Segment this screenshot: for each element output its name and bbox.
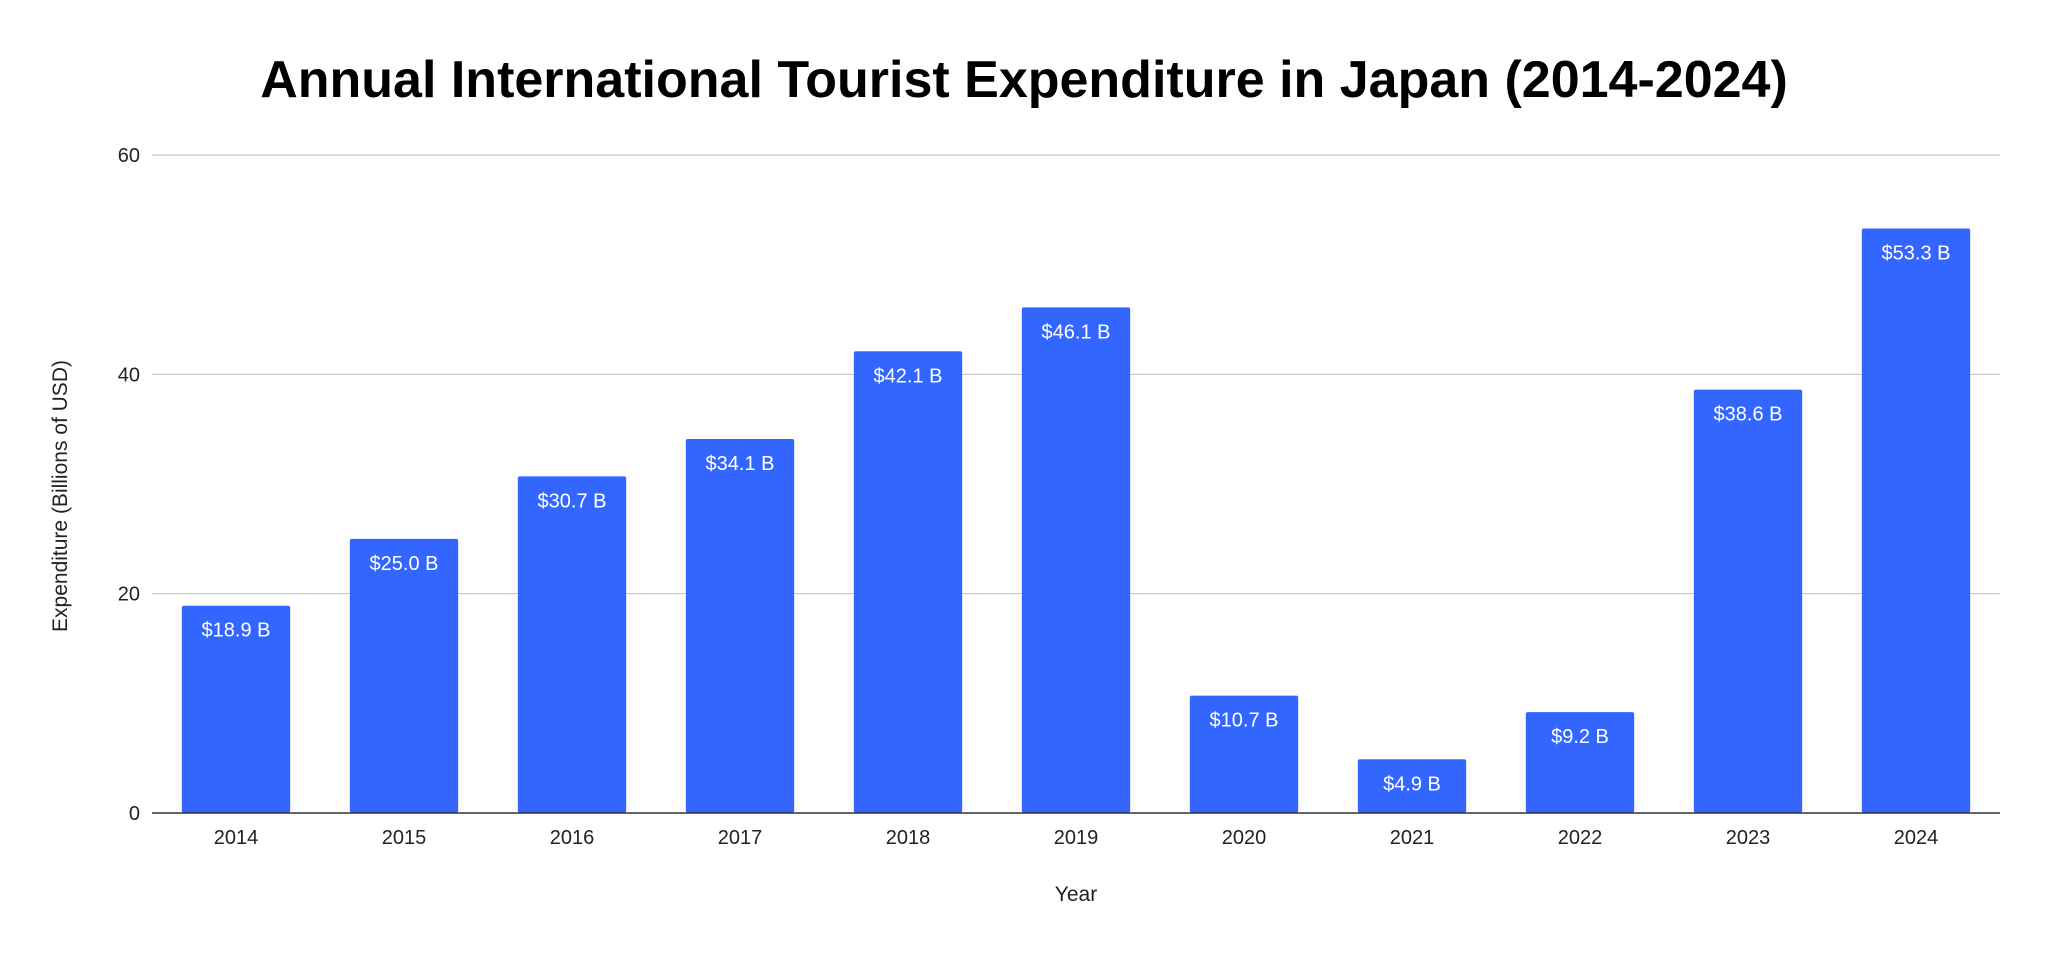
data-label: $53.3 B xyxy=(1882,242,1951,264)
y-tick-label: 40 xyxy=(118,364,140,386)
x-axis-title: Year xyxy=(1055,883,1097,906)
bar-2021 xyxy=(1357,759,1467,813)
data-label: $10.7 B xyxy=(1210,710,1279,732)
y-tick-label: 20 xyxy=(118,584,140,606)
chart-title: Annual International Tourist Expenditure… xyxy=(260,51,1788,109)
data-label: $4.9 B xyxy=(1383,773,1441,795)
bar-2014 xyxy=(181,605,291,813)
bar-2022 xyxy=(1525,712,1635,813)
data-label: $9.2 B xyxy=(1551,726,1609,748)
bar-2016 xyxy=(517,476,627,813)
data-label: $42.1 B xyxy=(874,365,943,387)
y-axis-title: Expenditure (Billions of USD) xyxy=(49,360,72,632)
x-axis-ticks: 2014 2015 2016 2017 2018 2019 2020 2021 2022 2023… xyxy=(214,827,1939,849)
data-label: $30.7 B xyxy=(538,490,607,512)
bar-2019 xyxy=(1021,307,1131,813)
data-label: $34.1 B xyxy=(706,453,775,475)
bar-2015 xyxy=(349,538,459,813)
y-axis-ticks: 0 20 40 60 xyxy=(118,145,140,825)
bar-2023 xyxy=(1693,389,1803,813)
data-label: $38.6 B xyxy=(1714,404,1783,426)
x-tick-label: 2023 xyxy=(1726,827,1771,849)
data-label: $18.9 B xyxy=(202,620,271,642)
x-tick-label: 2021 xyxy=(1390,827,1435,849)
y-tick-label: 0 xyxy=(129,803,140,825)
bars xyxy=(181,228,1971,813)
x-tick-label: 2024 xyxy=(1894,827,1939,849)
x-tick-label: 2019 xyxy=(1054,827,1099,849)
x-tick-label: 2022 xyxy=(1558,827,1603,849)
x-tick-label: 2014 xyxy=(214,827,259,849)
data-labels: $18.9 B $25.0 B $30.7 B $34.1 B $42.1 B $46.1… xyxy=(202,242,1951,795)
bar-2018 xyxy=(853,351,963,813)
data-label: $25.0 B xyxy=(370,553,439,575)
data-label: $46.1 B xyxy=(1042,321,1111,343)
x-tick-label: 2017 xyxy=(718,827,763,849)
x-tick-label: 2018 xyxy=(886,827,931,849)
x-tick-label: 2016 xyxy=(550,827,595,849)
bar-2024 xyxy=(1861,228,1971,813)
bar-2020 xyxy=(1189,695,1299,813)
x-tick-label: 2015 xyxy=(382,827,427,849)
y-tick-label: 60 xyxy=(118,145,140,167)
x-tick-label: 2020 xyxy=(1222,827,1267,849)
bar-2017 xyxy=(685,439,795,813)
